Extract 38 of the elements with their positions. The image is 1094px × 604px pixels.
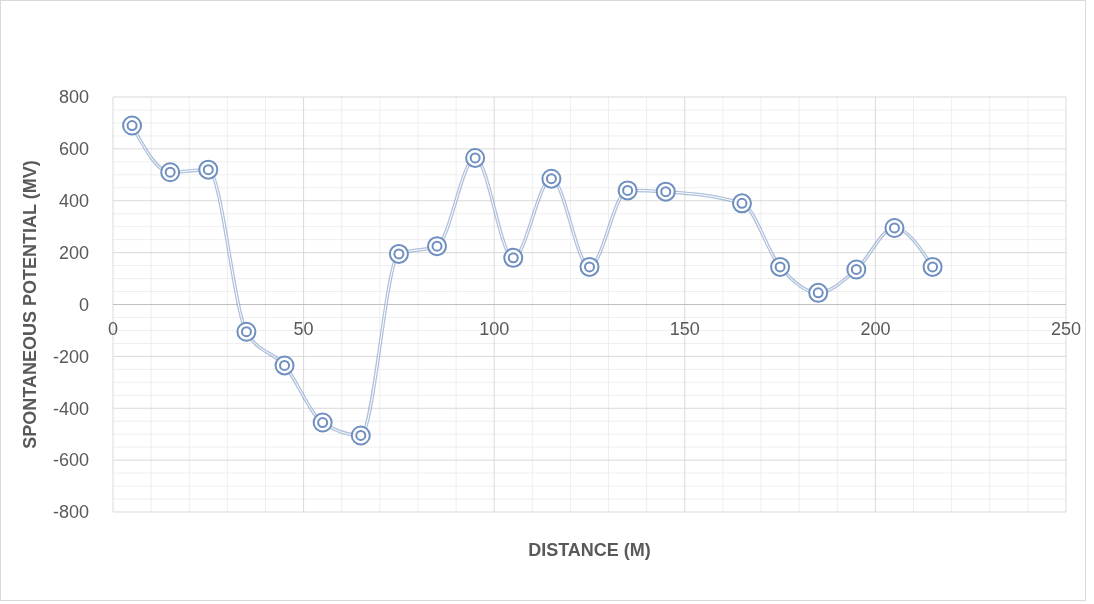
- y-tick-label: -200: [52, 346, 89, 367]
- y-axis-title: SPONTANEOUS POTENTIAL (MV): [20, 160, 40, 449]
- y-tick-label: -600: [52, 450, 89, 471]
- point: [350, 425, 371, 446]
- point: [808, 282, 829, 303]
- point: [579, 256, 600, 277]
- y-tick-label: 200: [58, 242, 89, 263]
- point: [922, 256, 943, 277]
- point: [465, 147, 486, 168]
- point: [846, 259, 867, 280]
- point: [655, 181, 676, 202]
- point: [427, 236, 448, 257]
- x-tick-label: 250: [1050, 318, 1082, 339]
- point: [198, 159, 219, 180]
- point: [731, 193, 752, 214]
- point: [274, 355, 295, 376]
- y-tick-label: -400: [52, 398, 89, 419]
- x-axis-title: DISTANCE (M): [528, 540, 651, 560]
- point: [160, 162, 181, 183]
- point: [503, 247, 524, 268]
- point: [236, 321, 257, 342]
- x-tick-label: 0: [107, 318, 119, 339]
- point: [122, 115, 143, 136]
- y-tick-label: 0: [78, 294, 89, 315]
- point: [312, 412, 333, 433]
- point: [770, 256, 791, 277]
- x-tick-label: 150: [669, 318, 700, 339]
- x-tick-label: 200: [860, 318, 891, 339]
- x-tick-label: 100: [479, 318, 510, 339]
- y-tick-label: 400: [58, 191, 89, 212]
- y-tick-label: 800: [58, 87, 89, 108]
- point: [617, 180, 638, 201]
- x-tick-label: 50: [293, 318, 314, 339]
- point: [884, 217, 905, 238]
- y-tick-label: -800: [52, 502, 89, 523]
- y-tick-label: 600: [58, 139, 89, 160]
- point: [388, 243, 409, 264]
- point: [541, 168, 562, 189]
